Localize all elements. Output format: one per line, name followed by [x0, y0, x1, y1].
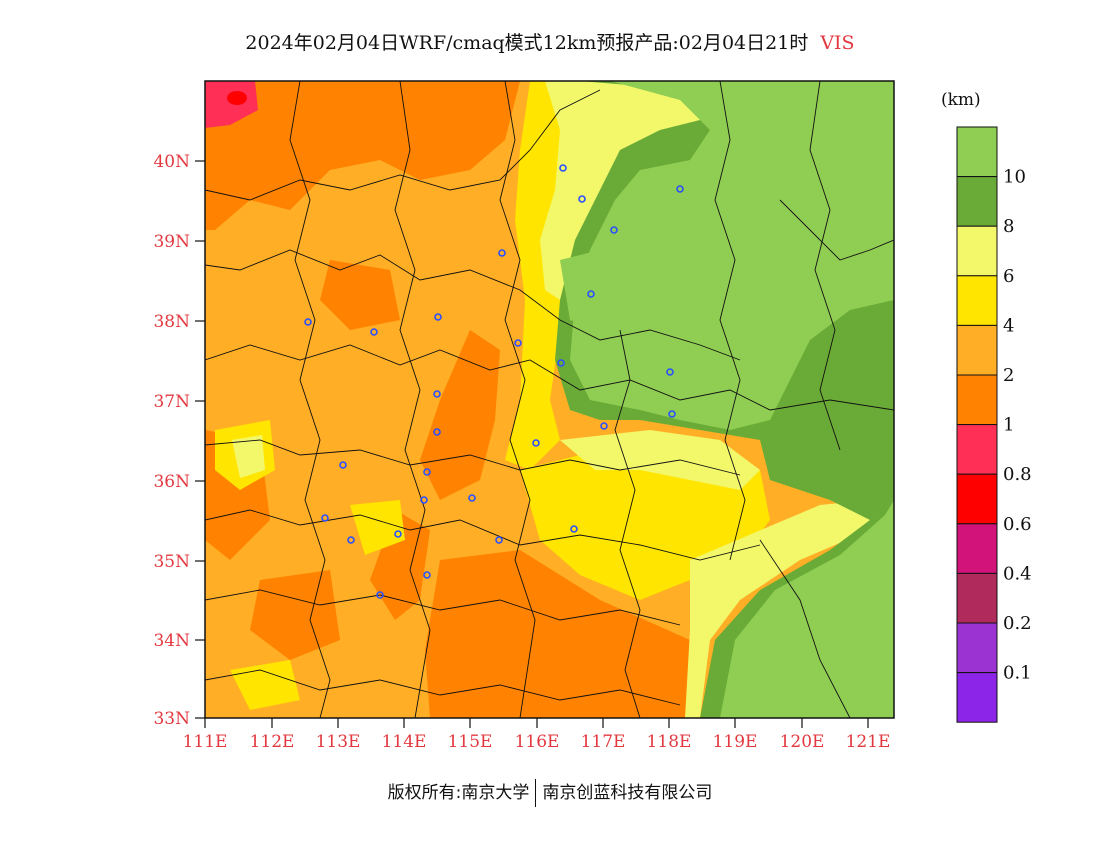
colorbar-bin — [956, 176, 998, 227]
lon-label-118E: 118E — [647, 732, 692, 752]
colorbar-tick-label: 8 — [1003, 216, 1014, 237]
colorbar-tick-label: 0.4 — [1003, 563, 1032, 584]
lat-label-34N: 34N — [153, 631, 190, 651]
lon-label-121E: 121E — [846, 732, 891, 752]
copyright-label: 版权所有:南京大学 — [387, 783, 530, 803]
lon-label-116E: 116E — [515, 732, 560, 752]
colorbar-tick-label: 0.2 — [1003, 613, 1032, 634]
colorbar-bin — [956, 275, 998, 326]
city-markers — [304, 164, 684, 599]
footer: 版权所有:南京大学 南京创蓝科技有限公司 — [0, 778, 1100, 807]
colorbar-bin — [956, 374, 998, 426]
colorbar-bin — [956, 126, 998, 178]
map-frame — [204, 80, 895, 719]
lat-label-39N: 39N — [153, 232, 190, 252]
colorbar-bin — [956, 324, 998, 376]
lon-label-117E: 117E — [581, 732, 626, 752]
colorbar-tick-label: 0.8 — [1003, 464, 1032, 485]
admin-borders — [205, 81, 894, 718]
axis-ticks — [195, 160, 869, 728]
colorbar: 10 8 6 4 2 1 0.8 0.6 0.4 0.2 0.1 — [956, 126, 1032, 723]
lat-label-36N: 36N — [153, 472, 190, 492]
lat-label-33N: 33N — [153, 709, 190, 729]
lon-label-112E: 112E — [250, 732, 295, 752]
colorbar-tick-label: 0.6 — [1003, 514, 1032, 535]
colorbar-tick-label: 4 — [1003, 315, 1014, 336]
footer-divider — [535, 779, 537, 807]
colorbar-tick-label: 10 — [1003, 167, 1026, 188]
colorbar-unit: (km) — [941, 90, 981, 110]
colorbar-tick-label: 1 — [1003, 415, 1014, 436]
colorbar-bin — [956, 473, 998, 525]
colorbar-tick-label: 0.1 — [1003, 663, 1032, 684]
colorbar-bin — [956, 225, 998, 277]
lat-label-40N: 40N — [153, 152, 190, 172]
lon-label-111E: 111E — [183, 732, 228, 752]
colorbar-bin — [956, 672, 998, 723]
colorbar-tick-label: 2 — [1003, 365, 1014, 386]
lon-label-119E: 119E — [713, 732, 758, 752]
colorbar-bin — [956, 622, 998, 674]
lat-label-37N: 37N — [153, 392, 190, 412]
lon-label-120E: 120E — [780, 732, 825, 752]
colorbar-bin — [956, 572, 998, 624]
colorbar-bin — [956, 424, 998, 475]
title-variable: VIS — [820, 32, 855, 54]
lat-label-38N: 38N — [153, 312, 190, 332]
visibility-field — [205, 81, 894, 718]
lon-label-115E: 115E — [448, 732, 493, 752]
lon-label-113E: 113E — [316, 732, 361, 752]
colorbar-tick-label: 6 — [1003, 266, 1014, 287]
lon-label-114E: 114E — [382, 732, 427, 752]
map-title: 2024年02月04日WRF/cmaq模式12km预报产品:02月04日21时 V… — [0, 28, 1100, 55]
lat-label-35N: 35N — [153, 552, 190, 572]
title-main: 2024年02月04日WRF/cmaq模式12km预报产品:02月04日21时 — [245, 32, 809, 54]
company-label: 南京创蓝科技有限公司 — [542, 783, 713, 803]
colorbar-bin — [956, 523, 998, 574]
